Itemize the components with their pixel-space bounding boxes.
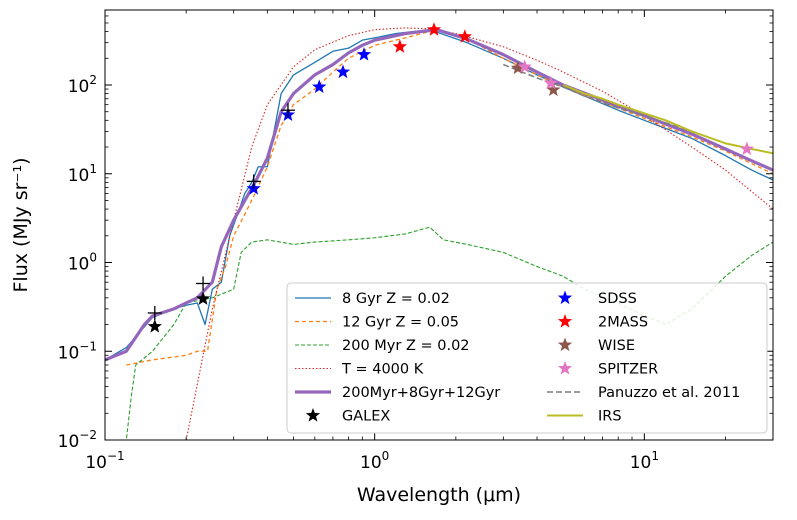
legend-label: T = 4000 K [341, 362, 424, 378]
legend-label: SPITZER [598, 362, 658, 378]
legend-entry-wise: WISE [557, 337, 635, 354]
series-line-200myr-8gyr-12gyr [105, 28, 773, 362]
tick-label-y-2: 100 [68, 251, 97, 275]
marker-wise-1 [546, 82, 561, 96]
legend-entry-t-4000-k: T = 4000 K [295, 362, 424, 378]
legend-label: GALEX [342, 409, 390, 425]
legend-entry-galex: GALEX [305, 408, 390, 425]
series-line-irs [562, 84, 773, 155]
legend-label: 200 Myr Z = 0.02 [342, 338, 470, 354]
legend-label: 8 Gyr Z = 0.02 [342, 291, 450, 307]
legend-box [286, 282, 768, 434]
marker-galex-1 [195, 291, 211, 305]
legend-entry-8-gyr-z-0-02: 8 Gyr Z = 0.02 [295, 291, 450, 307]
legend-swatch [557, 290, 573, 305]
y-axis-title: Flux (MJy sr⁻¹) [10, 158, 32, 293]
marker-sdss-4 [356, 47, 372, 61]
tick-label-x-0: 10−1 [85, 449, 124, 473]
marker-2mass-1 [426, 22, 442, 36]
legend-entry-sdss: SDSS [557, 290, 637, 307]
legend-swatch [305, 408, 321, 422]
tick-label-y-4: 102 [68, 73, 97, 97]
tick-label-y-0: 10−2 [58, 428, 97, 452]
cross-marker-0 [147, 305, 162, 320]
plot-frame [104, 9, 774, 441]
legend-label: 200Myr+8Gyr+12Gyr [342, 385, 500, 401]
legend-label: SDSS [598, 291, 637, 307]
legend-entry-12-gyr-z-0-05: 12 Gyr Z = 0.05 [295, 315, 459, 331]
series-line-t-4000-k [185, 27, 773, 440]
legend-label: Panuzzo et al. 2011 [598, 385, 740, 401]
series-line-200-myr-z-0-02 [116, 226, 773, 440]
marker-wise-0 [510, 60, 526, 75]
legend-entry-2mass: 2MASS [557, 314, 648, 331]
legend-swatch [557, 337, 573, 352]
tick-label-y-3: 101 [68, 162, 97, 186]
marker-sdss-3 [335, 64, 351, 79]
marker-galex-0 [147, 319, 162, 333]
marker-sdss-2 [312, 79, 327, 94]
legend-label: IRS [598, 409, 622, 425]
x-axis-title: Wavelength (μm) [357, 484, 521, 506]
marker-spitzer-0 [517, 59, 532, 73]
legend-label: 2MASS [598, 315, 648, 331]
legend-entry-irs: IRS [547, 409, 622, 425]
legend: 8 Gyr Z = 0.02 12 Gyr Z = 0.05 200 Myr Z =… [286, 282, 768, 434]
legend-swatch [557, 314, 573, 328]
tick-label-y-1: 10−1 [58, 339, 97, 363]
cross-marker-3 [280, 103, 295, 118]
legend-swatch [557, 361, 573, 375]
legend-entry-200-myr-z-0-02: 200 Myr Z = 0.02 [295, 338, 470, 354]
marker-spitzer-1 [543, 75, 558, 90]
legend-label: WISE [598, 338, 635, 354]
photometry-markers [147, 22, 754, 333]
legend-label: 12 Gyr Z = 0.05 [342, 315, 459, 331]
tick-label-x-2: 101 [630, 449, 659, 473]
legend-entry-spitzer: SPITZER [557, 361, 658, 378]
marker-spitzer-2 [739, 141, 754, 156]
cross-marker-1 [196, 276, 211, 291]
marker-2mass-0 [392, 39, 407, 53]
legend-entry-panuzzo-et-al-2011: Panuzzo et al. 2011 [547, 385, 740, 401]
legend-entry-200myr-8gyr-12gyr: 200Myr+8Gyr+12Gyr [295, 385, 500, 401]
tick-label-x-1: 100 [360, 449, 389, 473]
cross-marker-2 [246, 174, 261, 189]
marker-2mass-2 [457, 29, 472, 43]
